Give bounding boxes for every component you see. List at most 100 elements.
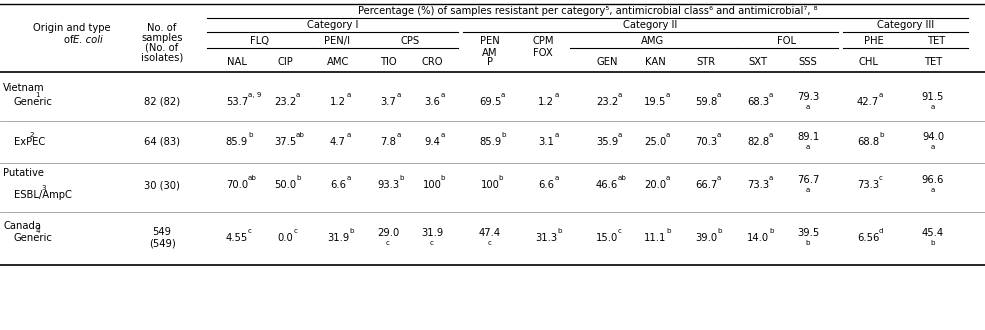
Text: ExPEC: ExPEC [14, 137, 45, 147]
Text: 2: 2 [30, 132, 33, 138]
Text: b: b [879, 132, 884, 138]
Text: Category I: Category I [306, 20, 359, 30]
Text: a: a [501, 92, 505, 98]
Text: ab: ab [618, 175, 627, 181]
Text: b: b [399, 175, 404, 181]
Text: 100: 100 [423, 180, 441, 190]
Text: b: b [769, 228, 773, 234]
Text: FLQ: FLQ [250, 36, 269, 46]
Text: KAN: KAN [644, 57, 666, 67]
Text: a: a [347, 132, 351, 138]
Text: STR: STR [696, 57, 715, 67]
Text: 94.0: 94.0 [922, 132, 944, 142]
Text: GEN: GEN [596, 57, 618, 67]
Text: 549
(549): 549 (549) [149, 227, 175, 249]
Text: b: b [296, 175, 300, 181]
Text: FOX: FOX [533, 48, 553, 58]
Text: 15.0: 15.0 [596, 233, 619, 243]
Text: Origin and type: Origin and type [33, 23, 110, 33]
Text: 39.5: 39.5 [797, 228, 820, 238]
Text: 42.7: 42.7 [857, 97, 880, 107]
Text: c: c [488, 240, 492, 246]
Text: 73.3: 73.3 [857, 180, 879, 190]
Text: 4: 4 [35, 228, 39, 234]
Text: a: a [440, 132, 445, 138]
Text: a: a [347, 175, 351, 181]
Text: a: a [806, 104, 811, 110]
Text: c: c [294, 228, 297, 234]
Text: 6.56: 6.56 [857, 233, 880, 243]
Text: E. coli: E. coli [73, 35, 102, 45]
Text: 29.0: 29.0 [377, 228, 399, 238]
Text: 3: 3 [41, 185, 45, 191]
Text: 39.0: 39.0 [695, 233, 717, 243]
Text: 47.4: 47.4 [479, 228, 501, 238]
Text: 70.0: 70.0 [226, 180, 248, 190]
Text: of: of [64, 35, 77, 45]
Text: b: b [498, 175, 503, 181]
Text: a: a [666, 175, 671, 181]
Text: b: b [806, 240, 811, 246]
Text: 19.5: 19.5 [644, 97, 666, 107]
Text: 14.0: 14.0 [747, 233, 769, 243]
Text: a: a [717, 92, 721, 98]
Text: 20.0: 20.0 [644, 180, 666, 190]
Text: CIP: CIP [277, 57, 293, 67]
Text: a: a [555, 92, 558, 98]
Text: 35.9: 35.9 [596, 137, 619, 147]
Text: a: a [666, 92, 671, 98]
Text: a, 9: a, 9 [248, 92, 261, 98]
Text: No. of: No. of [148, 23, 176, 33]
Text: a: a [296, 92, 300, 98]
Text: PEN: PEN [480, 36, 499, 46]
Text: a: a [769, 132, 773, 138]
Text: 91.5: 91.5 [922, 92, 945, 102]
Text: d: d [879, 228, 884, 234]
Text: a: a [717, 132, 721, 138]
Text: Canada: Canada [3, 221, 41, 231]
Text: Generic: Generic [14, 97, 53, 107]
Text: ESBL/AmpC: ESBL/AmpC [14, 190, 72, 200]
Text: a: a [555, 175, 558, 181]
Text: isolates): isolates) [141, 53, 183, 63]
Text: b: b [501, 132, 505, 138]
Text: b: b [349, 228, 354, 234]
Text: 0.0: 0.0 [277, 233, 293, 243]
Text: 3.1: 3.1 [538, 137, 554, 147]
Text: 82 (82): 82 (82) [144, 97, 180, 107]
Text: Generic: Generic [14, 233, 53, 243]
Text: c: c [618, 228, 622, 234]
Text: c: c [386, 240, 390, 246]
Text: 45.4: 45.4 [922, 228, 944, 238]
Text: b: b [558, 228, 561, 234]
Text: 82.8: 82.8 [747, 137, 769, 147]
Text: 7.8: 7.8 [380, 137, 396, 147]
Text: 46.6: 46.6 [596, 180, 619, 190]
Text: CHL: CHL [858, 57, 878, 67]
Text: 69.5: 69.5 [479, 97, 501, 107]
Text: 31.3: 31.3 [535, 233, 558, 243]
Text: 100: 100 [481, 180, 499, 190]
Text: PHE: PHE [864, 36, 884, 46]
Text: c: c [879, 175, 883, 181]
Text: b: b [666, 228, 671, 234]
Text: 68.8: 68.8 [857, 137, 879, 147]
Text: P: P [487, 57, 492, 67]
Text: 59.8: 59.8 [694, 97, 717, 107]
Text: a: a [666, 132, 671, 138]
Text: samples: samples [141, 33, 183, 43]
Text: Percentage (%) of samples resistant per category⁵, antimicrobial class⁶ and anti: Percentage (%) of samples resistant per … [358, 6, 818, 16]
Text: 1.2: 1.2 [330, 97, 346, 107]
Text: CRO: CRO [422, 57, 442, 67]
Text: 96.6: 96.6 [922, 175, 945, 185]
Text: a: a [931, 104, 935, 110]
Text: a: a [879, 92, 884, 98]
Text: 66.7: 66.7 [694, 180, 717, 190]
Text: TET: TET [924, 57, 942, 67]
Text: 31.9: 31.9 [327, 233, 349, 243]
Text: 37.5: 37.5 [274, 137, 296, 147]
Text: 1: 1 [35, 92, 39, 98]
Text: SSS: SSS [799, 57, 818, 67]
Text: a: a [440, 92, 445, 98]
Text: 53.7: 53.7 [226, 97, 248, 107]
